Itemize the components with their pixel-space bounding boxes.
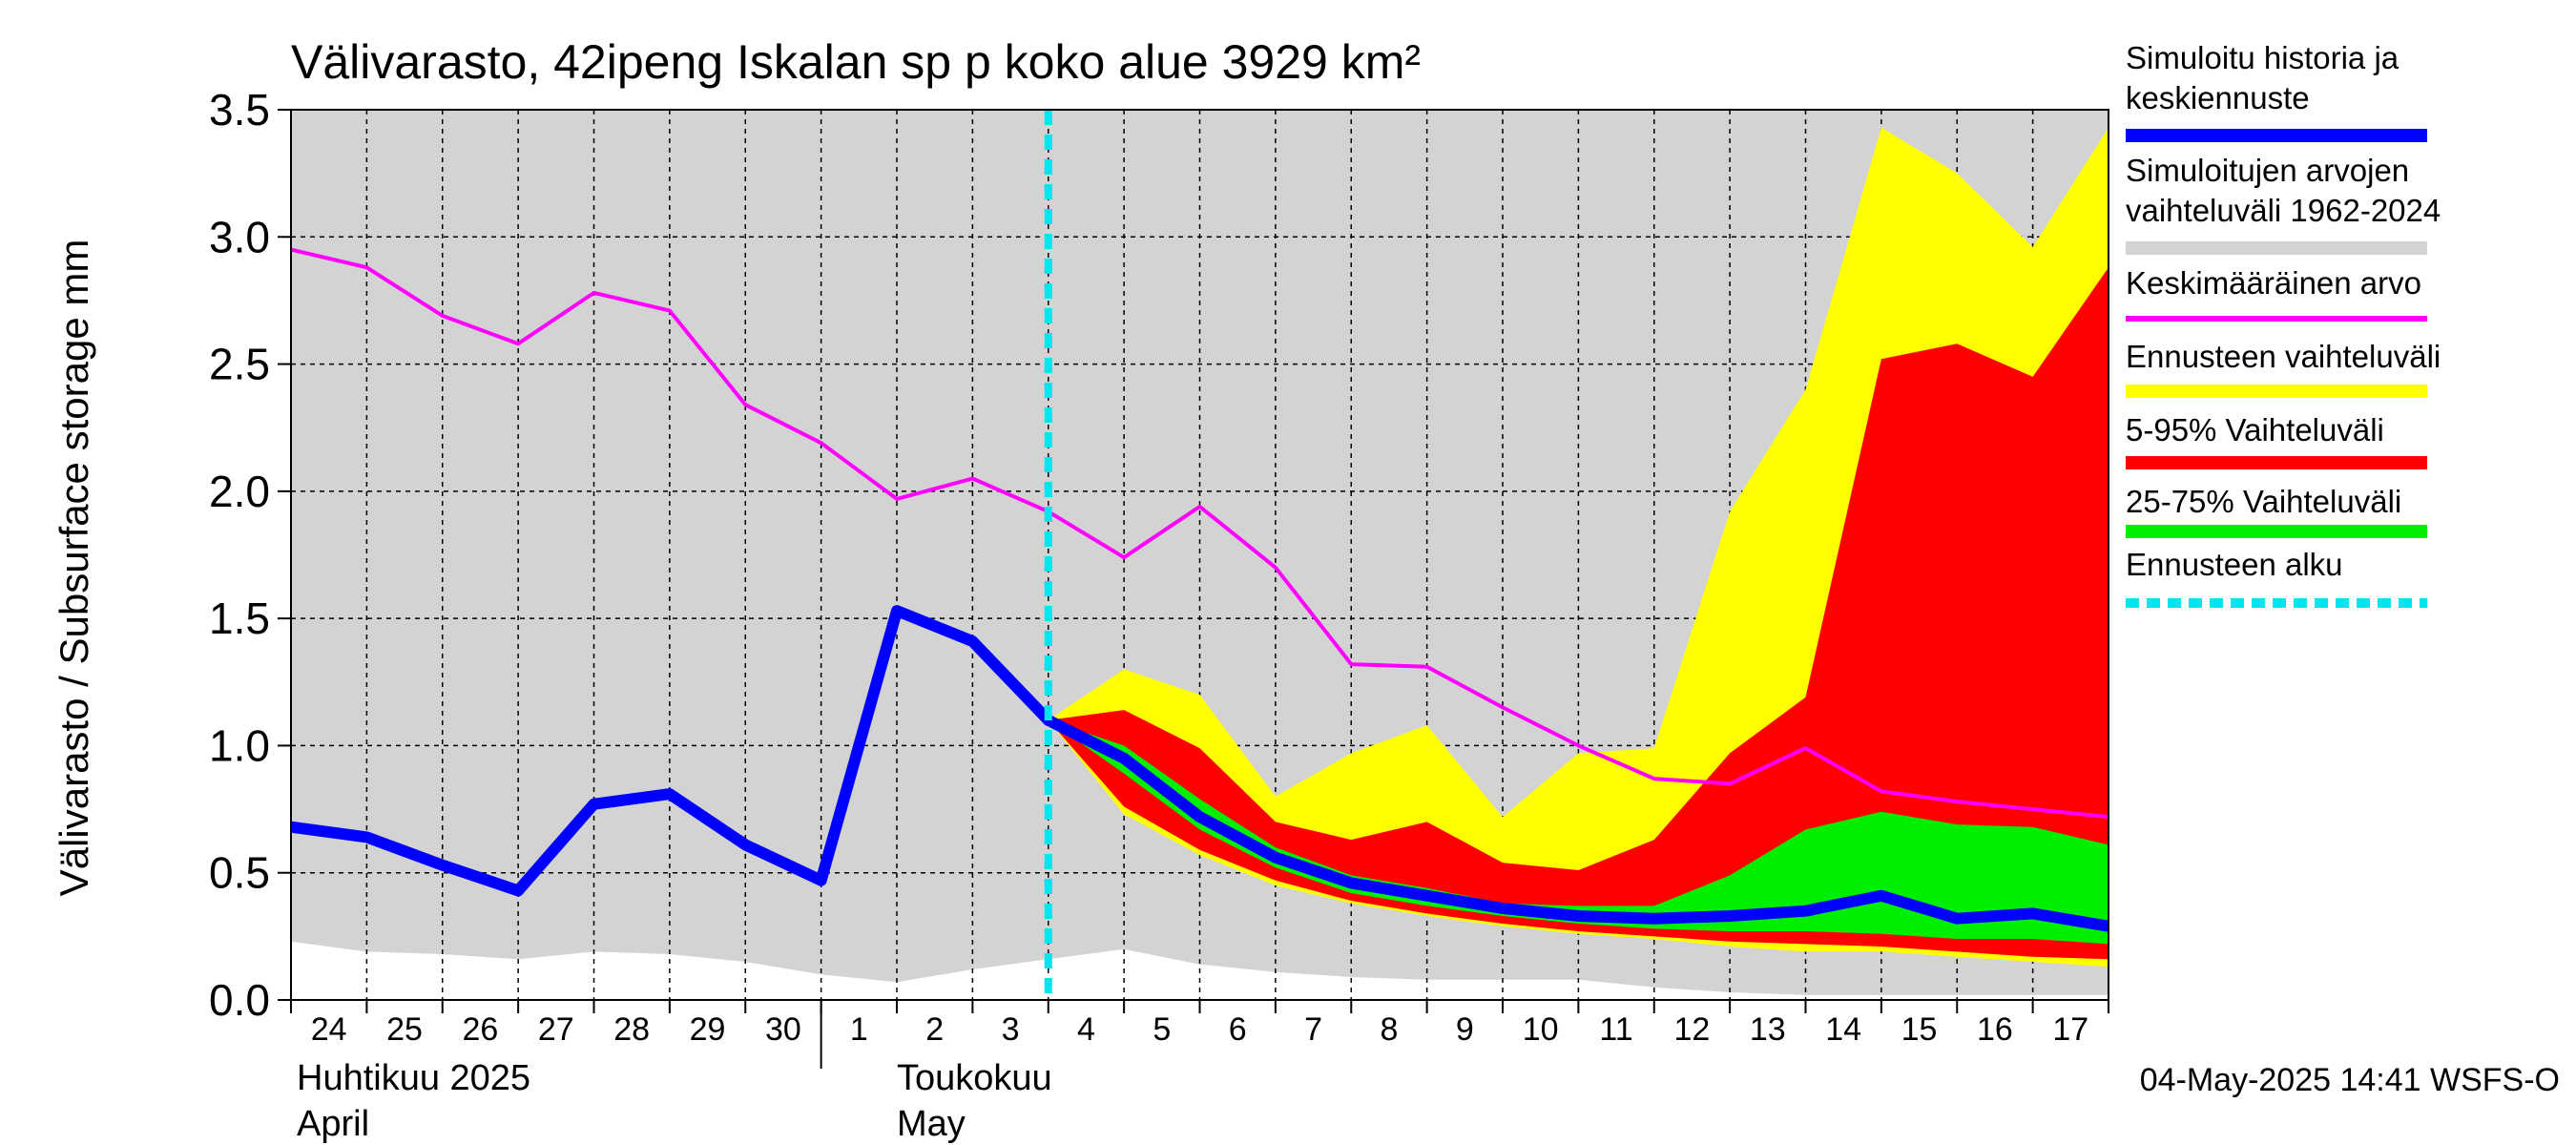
x-tick-label: 11 (1599, 1011, 1632, 1048)
month-label: Toukokuu (897, 1058, 1052, 1098)
legend-label-line: keskiennuste (2126, 80, 2310, 115)
y-axis-label: Välivarasto / Subsurface storage mm (52, 239, 96, 897)
y-tick-label: 3.0 (209, 212, 270, 261)
month-label: Huhtikuu 2025 (297, 1058, 530, 1098)
y-tick-label: 0.5 (209, 848, 270, 898)
y-tick-label: 2.0 (209, 467, 270, 516)
x-tick-label: 14 (1825, 1011, 1861, 1048)
y-tick-label: 3.5 (209, 85, 270, 135)
x-tick-label: 9 (1456, 1011, 1474, 1048)
y-tick-label: 2.5 (209, 340, 270, 389)
legend-label-line: vaihteluväli 1962-2024 (2126, 193, 2441, 228)
simulated-history-line (291, 605, 1054, 897)
x-tick-label: 15 (1901, 1011, 1938, 1048)
axes: 0.00.51.01.52.02.53.03.524 25 26 27 28 29 30 1 2… (209, 85, 2109, 1144)
p25-75-band (1048, 719, 2109, 945)
x-tick-label: 27 (538, 1011, 574, 1048)
x-tick-label: 12 (1674, 1011, 1711, 1048)
median-forecast-line (1042, 714, 2109, 932)
chart-title: Välivarasto, 42ipeng Iskalan sp p koko a… (291, 35, 1421, 89)
y-tick-label: 1.0 (209, 720, 270, 770)
legend-label: Ennusteen vaihteluväli (2126, 339, 2441, 374)
legend-label: Ennusteen alku (2126, 547, 2343, 582)
x-tick-label: 16 (1977, 1011, 2013, 1048)
x-tick-label: 3 (1002, 1011, 1020, 1048)
month-label-english: April (297, 1104, 369, 1144)
x-tick-label: 30 (765, 1011, 801, 1048)
x-tick-label: 2 (925, 1011, 944, 1048)
legend-label: Keskimääräinen arvo (2126, 265, 2421, 301)
x-tick-label: 24 (311, 1011, 347, 1048)
legend-label: Simuloitu historia ja keskiennuste (2126, 40, 2399, 115)
legend: Simuloitu historia ja keskiennusteSimuloi… (2126, 40, 2441, 608)
footer-timestamp: 04-May-2025 14:41 WSFS-O (2140, 1062, 2560, 1098)
legend-label: 25-75% Vaihteluväli (2126, 484, 2401, 519)
plot-content (291, 110, 2109, 1000)
x-tick-label: 6 (1229, 1011, 1247, 1048)
x-tick-label: 8 (1380, 1011, 1398, 1048)
legend-label: 5-95% Vaihteluväli (2126, 412, 2384, 448)
x-tick-label: 17 (2052, 1011, 2088, 1048)
x-tick-label: 29 (690, 1011, 726, 1048)
legend-label-line: Simuloitu historia ja (2126, 40, 2399, 75)
x-tick-label: 13 (1750, 1011, 1786, 1048)
legend-label: Simuloitujen arvojen vaihteluväli 1962-20… (2126, 153, 2441, 228)
mean-line (291, 247, 2109, 820)
month-label-english: May (897, 1104, 966, 1144)
x-tick-label: 26 (463, 1011, 499, 1048)
x-tick-label: 4 (1077, 1011, 1095, 1048)
plot-area (291, 110, 2109, 1000)
x-tick-label: 5 (1153, 1011, 1171, 1048)
x-tick-label: 1 (850, 1011, 868, 1048)
x-tick-label: 28 (613, 1011, 650, 1048)
legend-label-line: Simuloitujen arvojen (2126, 153, 2409, 188)
x-tick-label: 7 (1304, 1011, 1322, 1048)
y-tick-label: 1.5 (209, 593, 270, 643)
x-tick-label: 25 (386, 1011, 423, 1048)
p5-95-band (1048, 267, 2109, 960)
y-tick-label: 0.0 (209, 975, 270, 1025)
x-tick-label: 10 (1523, 1011, 1559, 1048)
